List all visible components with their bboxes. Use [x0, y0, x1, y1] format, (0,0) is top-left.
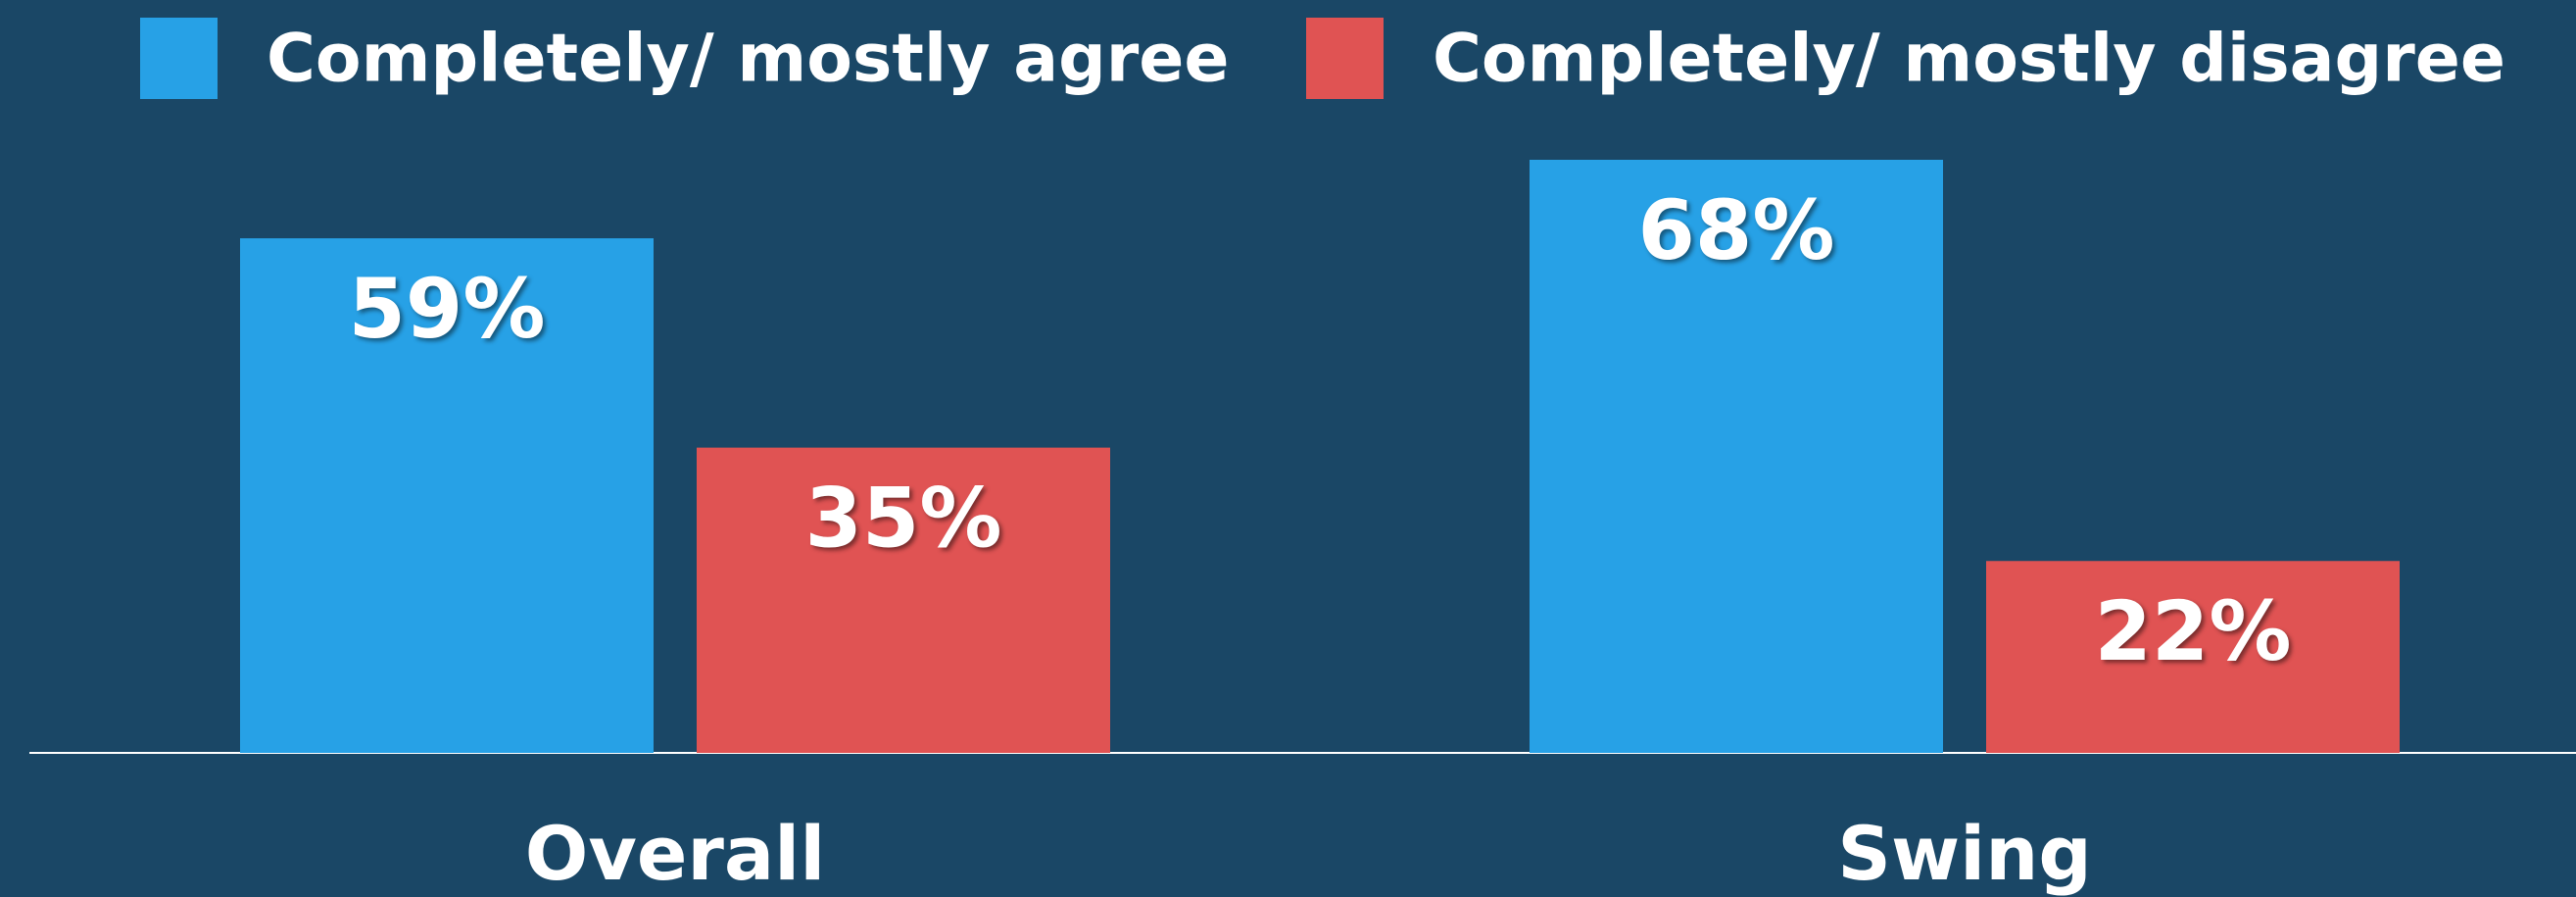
legend-swatch	[140, 18, 218, 99]
legend-label: Completely/ mostly disagree	[1433, 21, 2505, 98]
bar	[697, 447, 1110, 753]
value-label: 35%	[804, 471, 1001, 567]
value-label: 68%	[1637, 182, 1834, 278]
value-label: 22%	[2094, 583, 2291, 679]
bar	[1530, 160, 1943, 753]
category-label: Overall	[525, 810, 826, 897]
legend-label: Completely/ mostly agree	[267, 21, 1230, 98]
category-label: Swing	[1837, 810, 2092, 897]
value-label: 59%	[348, 261, 545, 357]
bar	[240, 238, 654, 753]
legend-swatch	[1306, 18, 1384, 99]
bar	[1986, 561, 2400, 753]
